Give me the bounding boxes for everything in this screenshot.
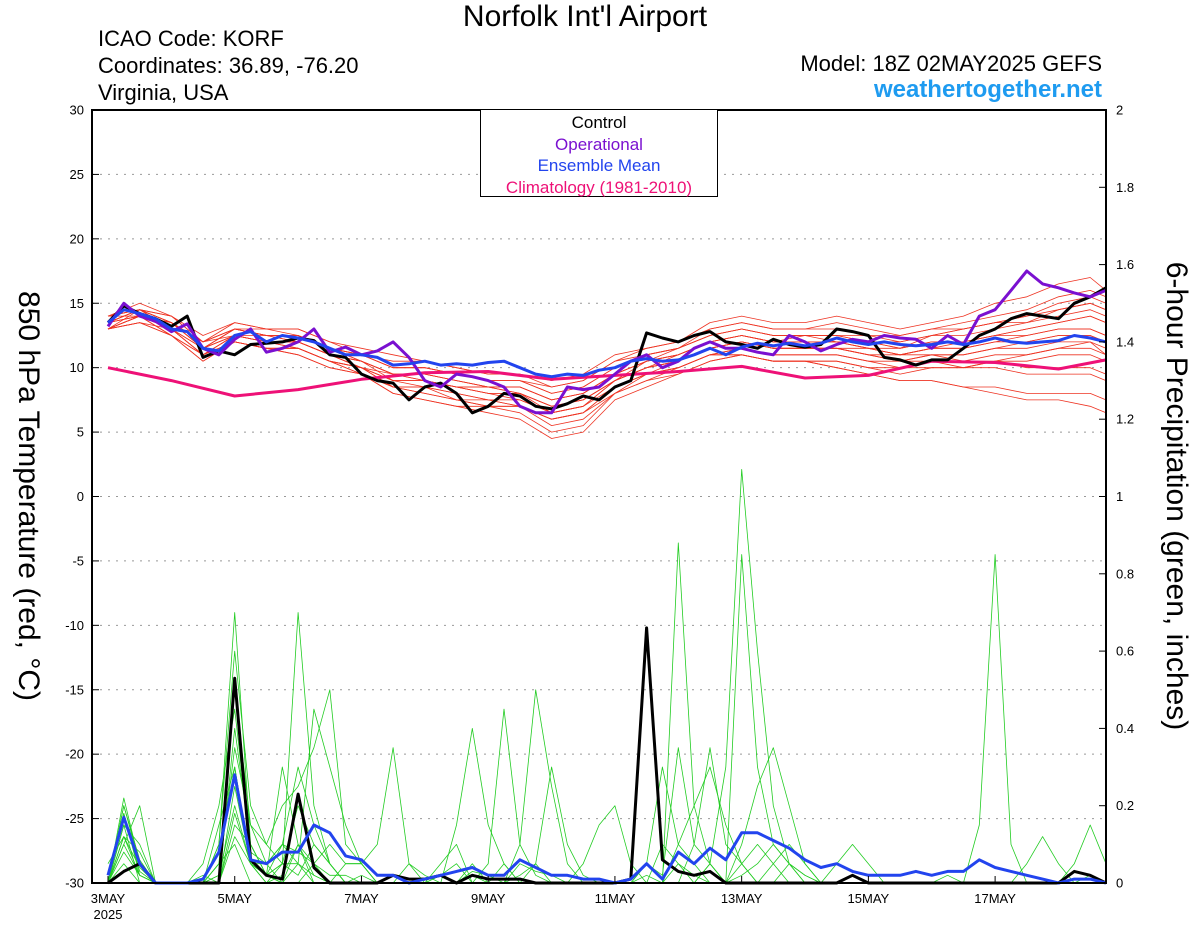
temperature-ensemble-members: [107, 277, 1107, 439]
precip-ensemble-members: [107, 468, 1107, 884]
y-left-tick-label: 15: [70, 296, 84, 311]
series-climatology-1981-2010--temperature: [107, 358, 1107, 398]
y-right-tick-label: 1.6: [1116, 257, 1134, 272]
x-tick-label: 7MAY: [344, 891, 379, 906]
y-left-tick-label: 10: [70, 360, 84, 375]
precip-member-line: [107, 542, 1106, 884]
y-left-tick-label: -20: [65, 747, 84, 762]
y-right-tick-label: 2: [1116, 103, 1123, 118]
y-left-tick-label: -5: [72, 553, 84, 568]
series-ensemble-mean-precip: [106, 773, 1107, 885]
model-run: Model: 18Z 02MAY2025 GEFS: [800, 51, 1102, 76]
gridlines: [92, 173, 1106, 820]
y-left-tick-label: -25: [65, 811, 84, 826]
y-right-tick-label: 1: [1116, 489, 1123, 504]
chart-title: Norfolk Int'l Airport: [462, 0, 708, 33]
x-tick-label: 11MAY: [595, 891, 636, 906]
y-right-tick-label: 0.6: [1116, 644, 1134, 659]
y-right-tick-label: 1.2: [1116, 412, 1134, 427]
main-series: [106, 269, 1107, 885]
series-control-temperature: [106, 286, 1107, 415]
y-right-tick-label: 0.8: [1116, 566, 1134, 581]
series-control-precip: [107, 626, 1107, 885]
y-left-tick-label: 0: [77, 489, 84, 504]
series-ensemble-mean-temperature: [107, 308, 1107, 379]
y-left-tick-label: 20: [70, 231, 84, 246]
y-right-tick-label: 0: [1116, 876, 1123, 891]
x-tick-label: 3MAY: [91, 891, 126, 906]
precip-member-line: [107, 728, 1106, 884]
y-right-tick-label: 1.4: [1116, 334, 1134, 349]
precip-member-line: [107, 689, 1106, 884]
temperature-member-line: [107, 302, 1107, 388]
precip-member-line: [107, 650, 1106, 884]
y-left-tick-label: -15: [65, 682, 84, 697]
y-left-tick-label: 30: [70, 103, 84, 118]
coordinates: Coordinates: 36.89, -76.20: [98, 53, 359, 78]
legend-climatology: Climatology (1981-2010): [505, 177, 693, 197]
icao-code: ICAO Code: KORF: [98, 26, 284, 51]
site-link[interactable]: weathertogether.net: [873, 76, 1102, 103]
x-tick-label: 5MAY: [218, 891, 253, 906]
legend-control: Control: [571, 113, 627, 132]
x-tick-label: 13MAY: [721, 891, 763, 906]
y-axis-right-label: 6-hour Precipitation (green, inches): [1160, 261, 1193, 731]
precip-member-line: [107, 468, 1107, 884]
y-left-tick-label: -30: [65, 876, 84, 891]
x-tick-sublabel: 2025: [94, 907, 123, 922]
temperature-member-line: [107, 315, 1107, 427]
y-left-tick-label: 25: [70, 167, 84, 182]
x-tick-label: 17MAY: [974, 891, 1016, 906]
precip-member-line: [107, 689, 1107, 884]
y-right-tick-label: 0.2: [1116, 798, 1134, 813]
y-left-tick-label: -10: [65, 618, 84, 633]
x-tick-label: 9MAY: [471, 891, 506, 906]
y-left-tick-label: 5: [77, 425, 84, 440]
x-tick-label: 15MAY: [848, 891, 890, 906]
y-right-tick-label: 0.4: [1116, 721, 1134, 736]
y-axis-left-label: 850 hPa Temperature (red, °C): [12, 291, 45, 701]
y-right-tick-label: 1.8: [1116, 180, 1134, 195]
legend-ensemble-mean: Ensemble Mean: [537, 156, 661, 175]
legend-operational: Operational: [555, 134, 643, 154]
precip-member-line: [107, 708, 1106, 884]
legend: Control Operational Ensemble Mean Climat…: [480, 109, 718, 197]
region: Virginia, USA: [98, 80, 229, 105]
